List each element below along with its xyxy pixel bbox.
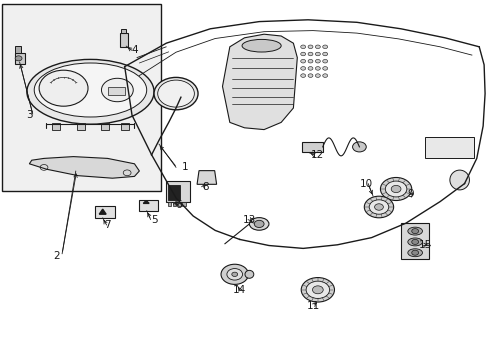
Ellipse shape (249, 217, 268, 230)
Circle shape (322, 74, 327, 77)
Circle shape (300, 59, 305, 63)
Polygon shape (143, 201, 149, 203)
Circle shape (368, 200, 388, 214)
Bar (101, 123, 109, 130)
Circle shape (300, 74, 305, 77)
Circle shape (307, 59, 312, 63)
Bar (52, 123, 60, 130)
Circle shape (380, 177, 411, 201)
Bar (177, 202, 181, 206)
Circle shape (315, 45, 320, 49)
Circle shape (307, 67, 312, 70)
Bar (425, 137, 473, 158)
Circle shape (254, 220, 264, 228)
Bar (2, 4, 161, 191)
Circle shape (385, 181, 406, 197)
Circle shape (315, 52, 320, 56)
Bar (77, 123, 84, 130)
Bar (139, 200, 158, 211)
Circle shape (411, 239, 418, 244)
Circle shape (411, 250, 418, 255)
Ellipse shape (407, 227, 422, 235)
Circle shape (390, 185, 400, 193)
Circle shape (322, 59, 327, 63)
Ellipse shape (39, 70, 88, 106)
Circle shape (15, 56, 22, 61)
Circle shape (322, 52, 327, 56)
Circle shape (221, 264, 248, 284)
Ellipse shape (407, 249, 422, 257)
Text: 9: 9 (407, 189, 413, 199)
Circle shape (411, 229, 418, 234)
Circle shape (315, 59, 320, 63)
Bar (400, 223, 428, 259)
Bar (166, 181, 189, 202)
Circle shape (322, 67, 327, 70)
Circle shape (374, 204, 383, 210)
Bar (167, 202, 171, 206)
Ellipse shape (244, 270, 253, 278)
Bar (121, 123, 128, 130)
Circle shape (352, 142, 366, 152)
Text: 8: 8 (202, 182, 208, 192)
Bar (107, 87, 124, 95)
Bar (172, 202, 176, 206)
Text: 5: 5 (150, 215, 157, 225)
Bar (121, 29, 126, 33)
Bar (15, 53, 25, 64)
Polygon shape (222, 34, 297, 130)
Circle shape (226, 269, 242, 280)
Text: 7: 7 (104, 220, 111, 230)
Bar (120, 33, 127, 47)
Ellipse shape (101, 78, 133, 102)
Text: 1: 1 (181, 162, 188, 172)
Text: 13: 13 (242, 215, 256, 225)
Ellipse shape (157, 80, 194, 107)
Bar (302, 142, 322, 152)
Circle shape (300, 45, 305, 49)
Circle shape (307, 52, 312, 56)
Ellipse shape (154, 77, 198, 110)
Circle shape (322, 45, 327, 49)
Polygon shape (29, 157, 139, 178)
Bar (15, 46, 21, 53)
Text: 6: 6 (175, 200, 182, 210)
Ellipse shape (407, 238, 422, 246)
Polygon shape (197, 171, 216, 184)
Circle shape (300, 52, 305, 56)
Ellipse shape (449, 170, 468, 190)
Polygon shape (99, 209, 106, 214)
Text: 12: 12 (310, 150, 324, 160)
Ellipse shape (27, 59, 154, 124)
Circle shape (301, 278, 334, 302)
Text: 10: 10 (360, 179, 372, 189)
Circle shape (305, 281, 329, 298)
Circle shape (315, 74, 320, 77)
Circle shape (231, 272, 237, 276)
Bar (95, 206, 115, 218)
Circle shape (315, 67, 320, 70)
Ellipse shape (242, 40, 281, 52)
Circle shape (312, 286, 323, 294)
Text: 4: 4 (131, 45, 138, 55)
Text: 15: 15 (418, 240, 431, 250)
Bar (182, 202, 185, 206)
Text: 11: 11 (305, 301, 319, 311)
Circle shape (307, 45, 312, 49)
Ellipse shape (34, 63, 146, 117)
Circle shape (300, 67, 305, 70)
Text: 2: 2 (53, 251, 60, 261)
Bar (168, 185, 180, 200)
Text: 3: 3 (26, 110, 33, 120)
Text: 14: 14 (232, 285, 246, 295)
Circle shape (364, 196, 393, 218)
Circle shape (307, 74, 312, 77)
